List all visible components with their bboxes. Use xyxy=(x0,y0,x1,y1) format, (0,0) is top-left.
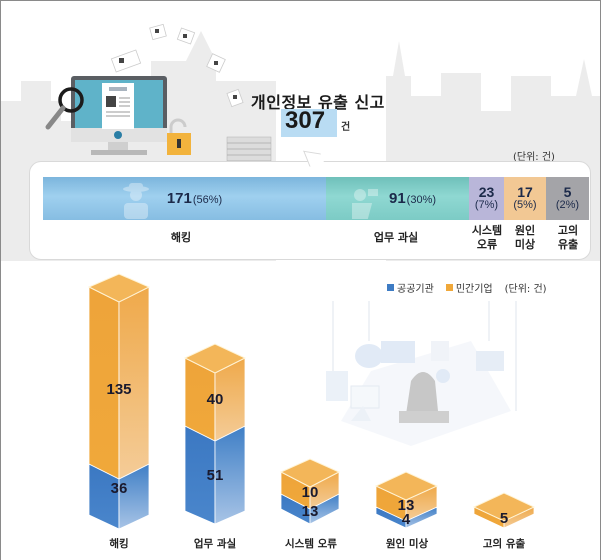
label-line: 원인 xyxy=(514,224,536,237)
chart-legend: 공공기관 민간기업 (단위: 건) xyxy=(387,280,547,295)
system-error-value: 23 xyxy=(478,184,495,201)
work-error-private-value: 40 xyxy=(206,391,224,408)
system-error-private-value: 10 xyxy=(301,484,319,501)
label-hacking: 해킹 xyxy=(170,231,192,244)
legend-public-label: 공공기관 xyxy=(397,284,434,295)
page-title: 개인정보 유출 신고 xyxy=(251,93,385,112)
label-line: 오류 xyxy=(476,237,498,251)
unit-note-top: (단위: 건) xyxy=(513,152,555,163)
bar-label-system-error: 시스템 오류 xyxy=(285,538,337,550)
public-swatch-icon xyxy=(387,284,394,291)
segment-intentional: 5 (2%) xyxy=(546,177,589,220)
hacking-private-value: 135 xyxy=(106,381,132,398)
mistake-worker-icon xyxy=(352,189,378,219)
segment-work-error: 91 (30%) xyxy=(326,177,469,220)
bar-work-error xyxy=(183,343,247,525)
system-error-percent: (7%) xyxy=(474,199,499,212)
hacker-icon xyxy=(123,183,149,219)
legend-private-label: 민간기업 xyxy=(455,284,493,295)
bar-system-error xyxy=(279,458,341,525)
hacking-percent: (56%) xyxy=(192,193,223,206)
segment-hacking: 171 (56%) xyxy=(43,177,326,220)
computer-monitor-icon xyxy=(45,76,273,165)
label-line: 시스템 xyxy=(471,224,503,237)
label-line: 미상 xyxy=(514,237,536,251)
bar-intentional xyxy=(472,492,536,529)
hacking-value: 171 xyxy=(166,189,192,207)
work-error-percent: (30%) xyxy=(406,193,437,206)
bar-unknown xyxy=(374,471,439,529)
segment-unknown: 17 (5%) xyxy=(504,177,546,220)
bar-label-intentional: 고의 유출 xyxy=(482,538,526,550)
total-highlight xyxy=(281,109,337,137)
bar-label-hacking: 해킹 xyxy=(109,538,129,550)
legend-private: 민간기업 xyxy=(445,280,493,295)
label-line: 고의 xyxy=(557,224,579,237)
work-error-value: 91 xyxy=(388,189,406,207)
legend-unit: (단위: 건) xyxy=(504,284,547,295)
intentional-value: 5 xyxy=(563,184,572,201)
hacking-public-value: 36 xyxy=(110,480,128,497)
total-value: 307 xyxy=(285,107,326,134)
bar-hacking xyxy=(87,273,151,530)
unknown-private-value: 13 xyxy=(397,497,415,514)
flying-documents-icon xyxy=(110,23,244,108)
intentional-private-value: 5 xyxy=(499,510,509,527)
work-error-public-value: 51 xyxy=(206,467,224,484)
legend-public: 공공기관 xyxy=(387,280,434,295)
unknown-percent: (5%) xyxy=(513,199,537,212)
bar-label-unknown: 원인 미상 xyxy=(385,538,429,550)
label-unknown: 원인 미상 xyxy=(505,224,545,252)
label-intentional: 고의 유출 xyxy=(547,224,589,252)
hacker-illustration xyxy=(326,301,517,446)
system-error-public-value: 13 xyxy=(301,503,319,520)
bar-label-work-error: 업무 과실 xyxy=(193,538,237,550)
private-swatch-icon xyxy=(445,284,453,291)
unknown-public-value: 4 xyxy=(401,511,411,528)
label-system-error: 시스템 오류 xyxy=(467,224,507,252)
segment-system-error: 23 (7%) xyxy=(469,177,504,220)
unknown-value: 17 xyxy=(517,184,533,201)
total-unit: 건 xyxy=(341,122,351,133)
intentional-percent: (2%) xyxy=(555,199,580,212)
label-line: 유출 xyxy=(557,237,579,251)
label-work-error: 업무 과실 xyxy=(373,231,419,244)
summary-stacked-bar: 171 (56%) 91 (30%) 23 (7%) 17 (5%) xyxy=(43,177,589,220)
